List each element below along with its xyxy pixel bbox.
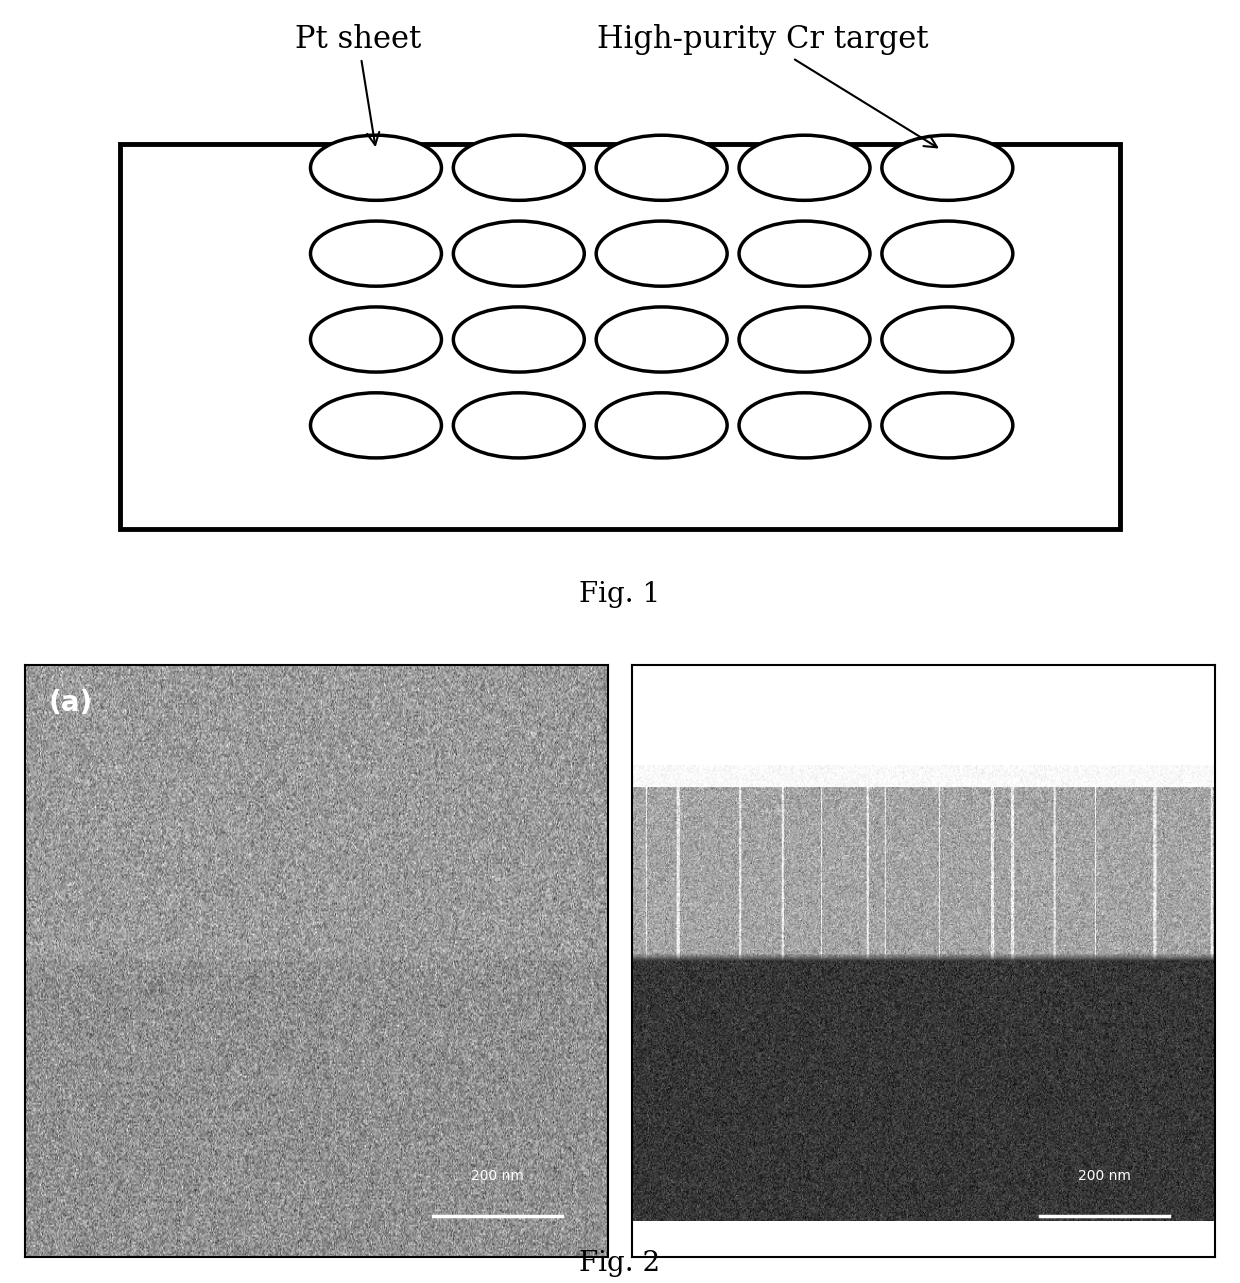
Circle shape	[596, 393, 727, 458]
FancyBboxPatch shape	[120, 144, 1120, 529]
Text: (a): (a)	[48, 689, 93, 717]
Circle shape	[596, 135, 727, 200]
Circle shape	[739, 221, 870, 286]
Circle shape	[739, 393, 870, 458]
Circle shape	[454, 135, 584, 200]
Text: 200 nm: 200 nm	[471, 1169, 523, 1183]
Circle shape	[454, 307, 584, 372]
Circle shape	[310, 221, 441, 286]
Circle shape	[454, 221, 584, 286]
Circle shape	[310, 393, 441, 458]
Text: 200 nm: 200 nm	[1078, 1169, 1131, 1183]
Circle shape	[596, 307, 727, 372]
Circle shape	[882, 307, 1013, 372]
Text: (b): (b)	[655, 689, 701, 717]
Circle shape	[882, 393, 1013, 458]
Text: Pt sheet: Pt sheet	[295, 24, 422, 145]
Circle shape	[739, 135, 870, 200]
Circle shape	[882, 135, 1013, 200]
Circle shape	[310, 135, 441, 200]
Circle shape	[310, 307, 441, 372]
Text: High-purity Cr target: High-purity Cr target	[598, 24, 937, 148]
Circle shape	[882, 221, 1013, 286]
Text: Fig. 1: Fig. 1	[579, 581, 661, 608]
Circle shape	[739, 307, 870, 372]
Circle shape	[454, 393, 584, 458]
Text: Fig. 2: Fig. 2	[579, 1250, 661, 1278]
Circle shape	[596, 221, 727, 286]
